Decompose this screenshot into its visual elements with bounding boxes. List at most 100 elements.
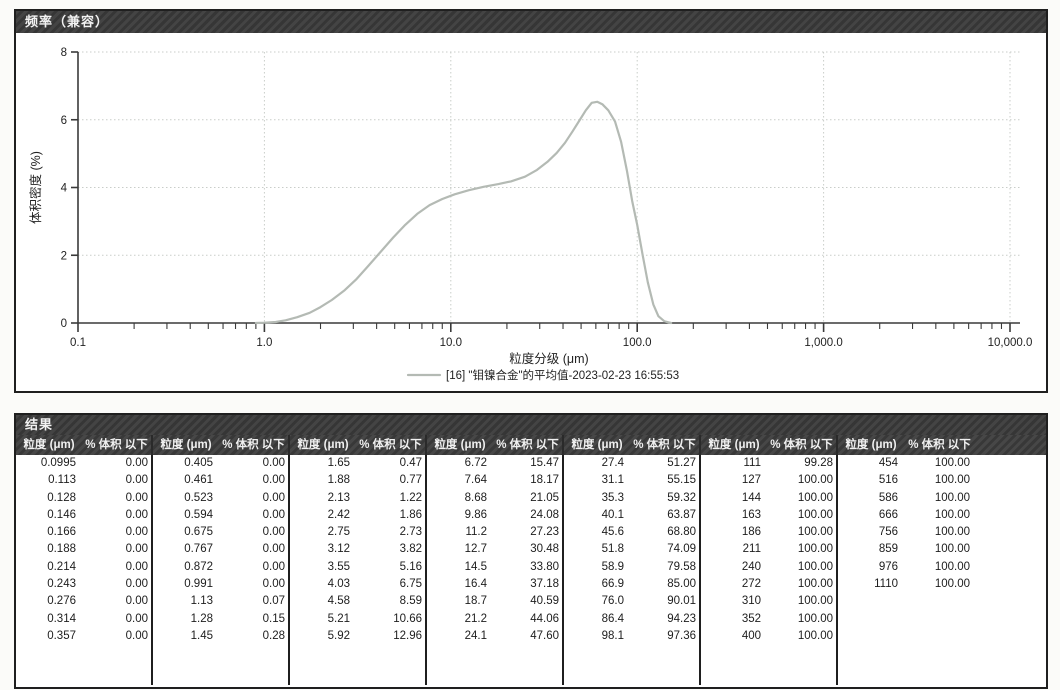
size-value: 516 (878, 474, 898, 487)
table-row: 163 100.00 (701, 507, 836, 524)
size-value: 86.4 (601, 612, 624, 625)
table-header-row: 粒度 (μm)% 体积 以下 粒度 (μm)% 体积 以下 粒度 (μm)% 体积 … (16, 435, 1046, 455)
table-row: 27.4 51.27 (564, 455, 699, 472)
pct-volume-under-value: 0.77 (399, 474, 422, 487)
pct-volume-under-value: 100.00 (934, 508, 970, 521)
frequency-distribution-chart: 0.1 1.0 10.0 100.0 1,000.0 10,000.0 0 2 4 6 8 体积密度 … (28, 47, 1033, 382)
table-row: 0.0995 0.00 (16, 455, 151, 472)
pct-column-header: % 体积 以下 (633, 439, 696, 451)
table-row: 859 100.00 (838, 541, 1046, 558)
pct-volume-under-value: 68.80 (667, 526, 696, 539)
pct-volume-under-value: 44.06 (530, 612, 559, 625)
size-value: 0.675 (184, 526, 213, 539)
table-header-group: 粒度 (μm) % 体积 以下 (564, 435, 701, 455)
size-value: 0.872 (184, 560, 213, 573)
pct-volume-under-value: 0.00 (125, 560, 148, 573)
table-row: 51.8 74.09 (564, 541, 699, 558)
table-row: 0.166 0.00 (16, 524, 151, 541)
pct-volume-under-value: 100.00 (797, 612, 833, 625)
x-axis-label: 粒度分级 (μm) (509, 351, 588, 366)
legend-label: [16] "钼镍合金"的平均值-2023-02-23 16:55:53 (446, 368, 679, 382)
results-panel: 结果 粒度 (μm)% 体积 以下 粒度 (μm)% 体积 以下 粒度 (μm)% … (14, 413, 1048, 689)
size-value: 11.2 (465, 526, 487, 539)
pct-volume-under-value: 0.07 (262, 595, 285, 608)
table-row: 186 100.00 (701, 524, 836, 541)
size-value: 272 (741, 578, 761, 591)
table-row: 1110 100.00 (838, 576, 1046, 593)
size-value: 352 (741, 612, 761, 625)
pct-volume-under-value: 18.17 (530, 474, 559, 487)
table-row: 976 100.00 (838, 559, 1046, 576)
size-value: 0.276 (47, 595, 76, 608)
size-value: 24.1 (464, 629, 487, 642)
pct-column-header: % 体积 以下 (770, 439, 833, 451)
pct-volume-under-value: 6.75 (399, 578, 422, 591)
size-value: 186 (741, 526, 761, 539)
size-value: 76.0 (601, 595, 624, 608)
svg-text:8: 8 (61, 47, 67, 59)
table-row: 3.12 3.82 (290, 541, 425, 558)
table-row: 0.188 0.00 (16, 541, 151, 558)
svg-text:10,000.0: 10,000.0 (988, 337, 1033, 349)
pct-volume-under-value: 0.47 (399, 457, 422, 469)
table-row: 1.13 0.07 (153, 593, 288, 610)
table-row: 98.1 97.36 (564, 628, 699, 645)
size-value: 58.9 (601, 560, 624, 573)
table-row: 111 99.28 (701, 455, 836, 472)
table-header-group: 粒度 (μm) % 体积 以下 (16, 435, 153, 455)
table-row: 5.92 12.96 (290, 628, 425, 645)
pct-volume-under-value: 0.00 (125, 474, 148, 487)
size-column-header: 粒度 (μm) (23, 439, 75, 451)
size-value: 0.523 (184, 491, 213, 504)
pct-volume-under-value: 24.08 (530, 508, 559, 521)
pct-volume-under-value: 0.00 (125, 578, 148, 591)
size-value: 98.1 (601, 629, 624, 642)
table-row: 0.243 0.00 (16, 576, 151, 593)
pct-volume-under-value: 0.00 (125, 595, 148, 608)
size-value: 1110 (874, 578, 898, 591)
size-value: 1.65 (327, 457, 350, 469)
size-value: 0.767 (184, 543, 213, 556)
table-row: 516 100.00 (838, 472, 1046, 489)
pct-volume-under-value: 94.23 (667, 612, 696, 625)
svg-text:2: 2 (61, 250, 67, 262)
pct-volume-under-value: 15.47 (530, 457, 559, 469)
size-value: 859 (878, 543, 898, 556)
table-row: 1.88 0.77 (290, 472, 425, 489)
table-column-group: 111 99.28 127 100.00 144 100.00 163 100.00 186 10… (701, 455, 838, 685)
table-row: 756 100.00 (838, 524, 1046, 541)
table-row: 3.55 5.16 (290, 559, 425, 576)
pct-volume-under-value: 1.22 (399, 491, 422, 504)
table-row: 66.9 85.00 (564, 576, 699, 593)
size-value: 4.03 (327, 578, 350, 591)
table-row: 58.9 79.58 (564, 559, 699, 576)
table-row: 0.146 0.00 (16, 507, 151, 524)
size-value: 127 (741, 474, 761, 487)
size-value: 666 (878, 508, 898, 521)
pct-volume-under-value: 1.86 (399, 508, 422, 521)
table-column-group: 6.72 15.47 7.64 18.17 8.68 21.05 9.86 24.08 11.2… (427, 455, 564, 685)
size-value: 45.6 (601, 526, 624, 539)
size-value: 144 (741, 491, 761, 504)
size-column-header: 粒度 (μm) (571, 439, 623, 451)
size-column-header: 粒度 (μm) (434, 439, 486, 451)
table-row: 0.675 0.00 (153, 524, 288, 541)
svg-text:0.1: 0.1 (70, 337, 86, 349)
size-value: 5.92 (327, 629, 350, 642)
table-column-group: 0.405 0.00 0.461 0.00 0.523 0.00 0.594 0.00 0.67… (153, 455, 290, 685)
pct-volume-under-value: 100.00 (797, 543, 833, 556)
table-header-group: 粒度 (μm) % 体积 以下 (701, 435, 838, 455)
table-row: 0.357 0.00 (16, 628, 151, 645)
size-value: 0.128 (47, 491, 76, 504)
size-value: 51.8 (601, 543, 624, 556)
results-panel-title: 结果 (25, 417, 54, 432)
size-column-header: 粒度 (μm) (708, 439, 760, 451)
table-row: 400 100.00 (701, 628, 836, 645)
size-value: 756 (878, 526, 898, 539)
table-row: 12.7 30.48 (427, 541, 562, 558)
table-row: 0.405 0.00 (153, 455, 288, 472)
pct-column-header: % 体积 以下 (496, 439, 559, 451)
pct-volume-under-value: 100.00 (934, 491, 970, 504)
size-value: 0.188 (47, 543, 76, 556)
table-row: 8.68 21.05 (427, 490, 562, 507)
